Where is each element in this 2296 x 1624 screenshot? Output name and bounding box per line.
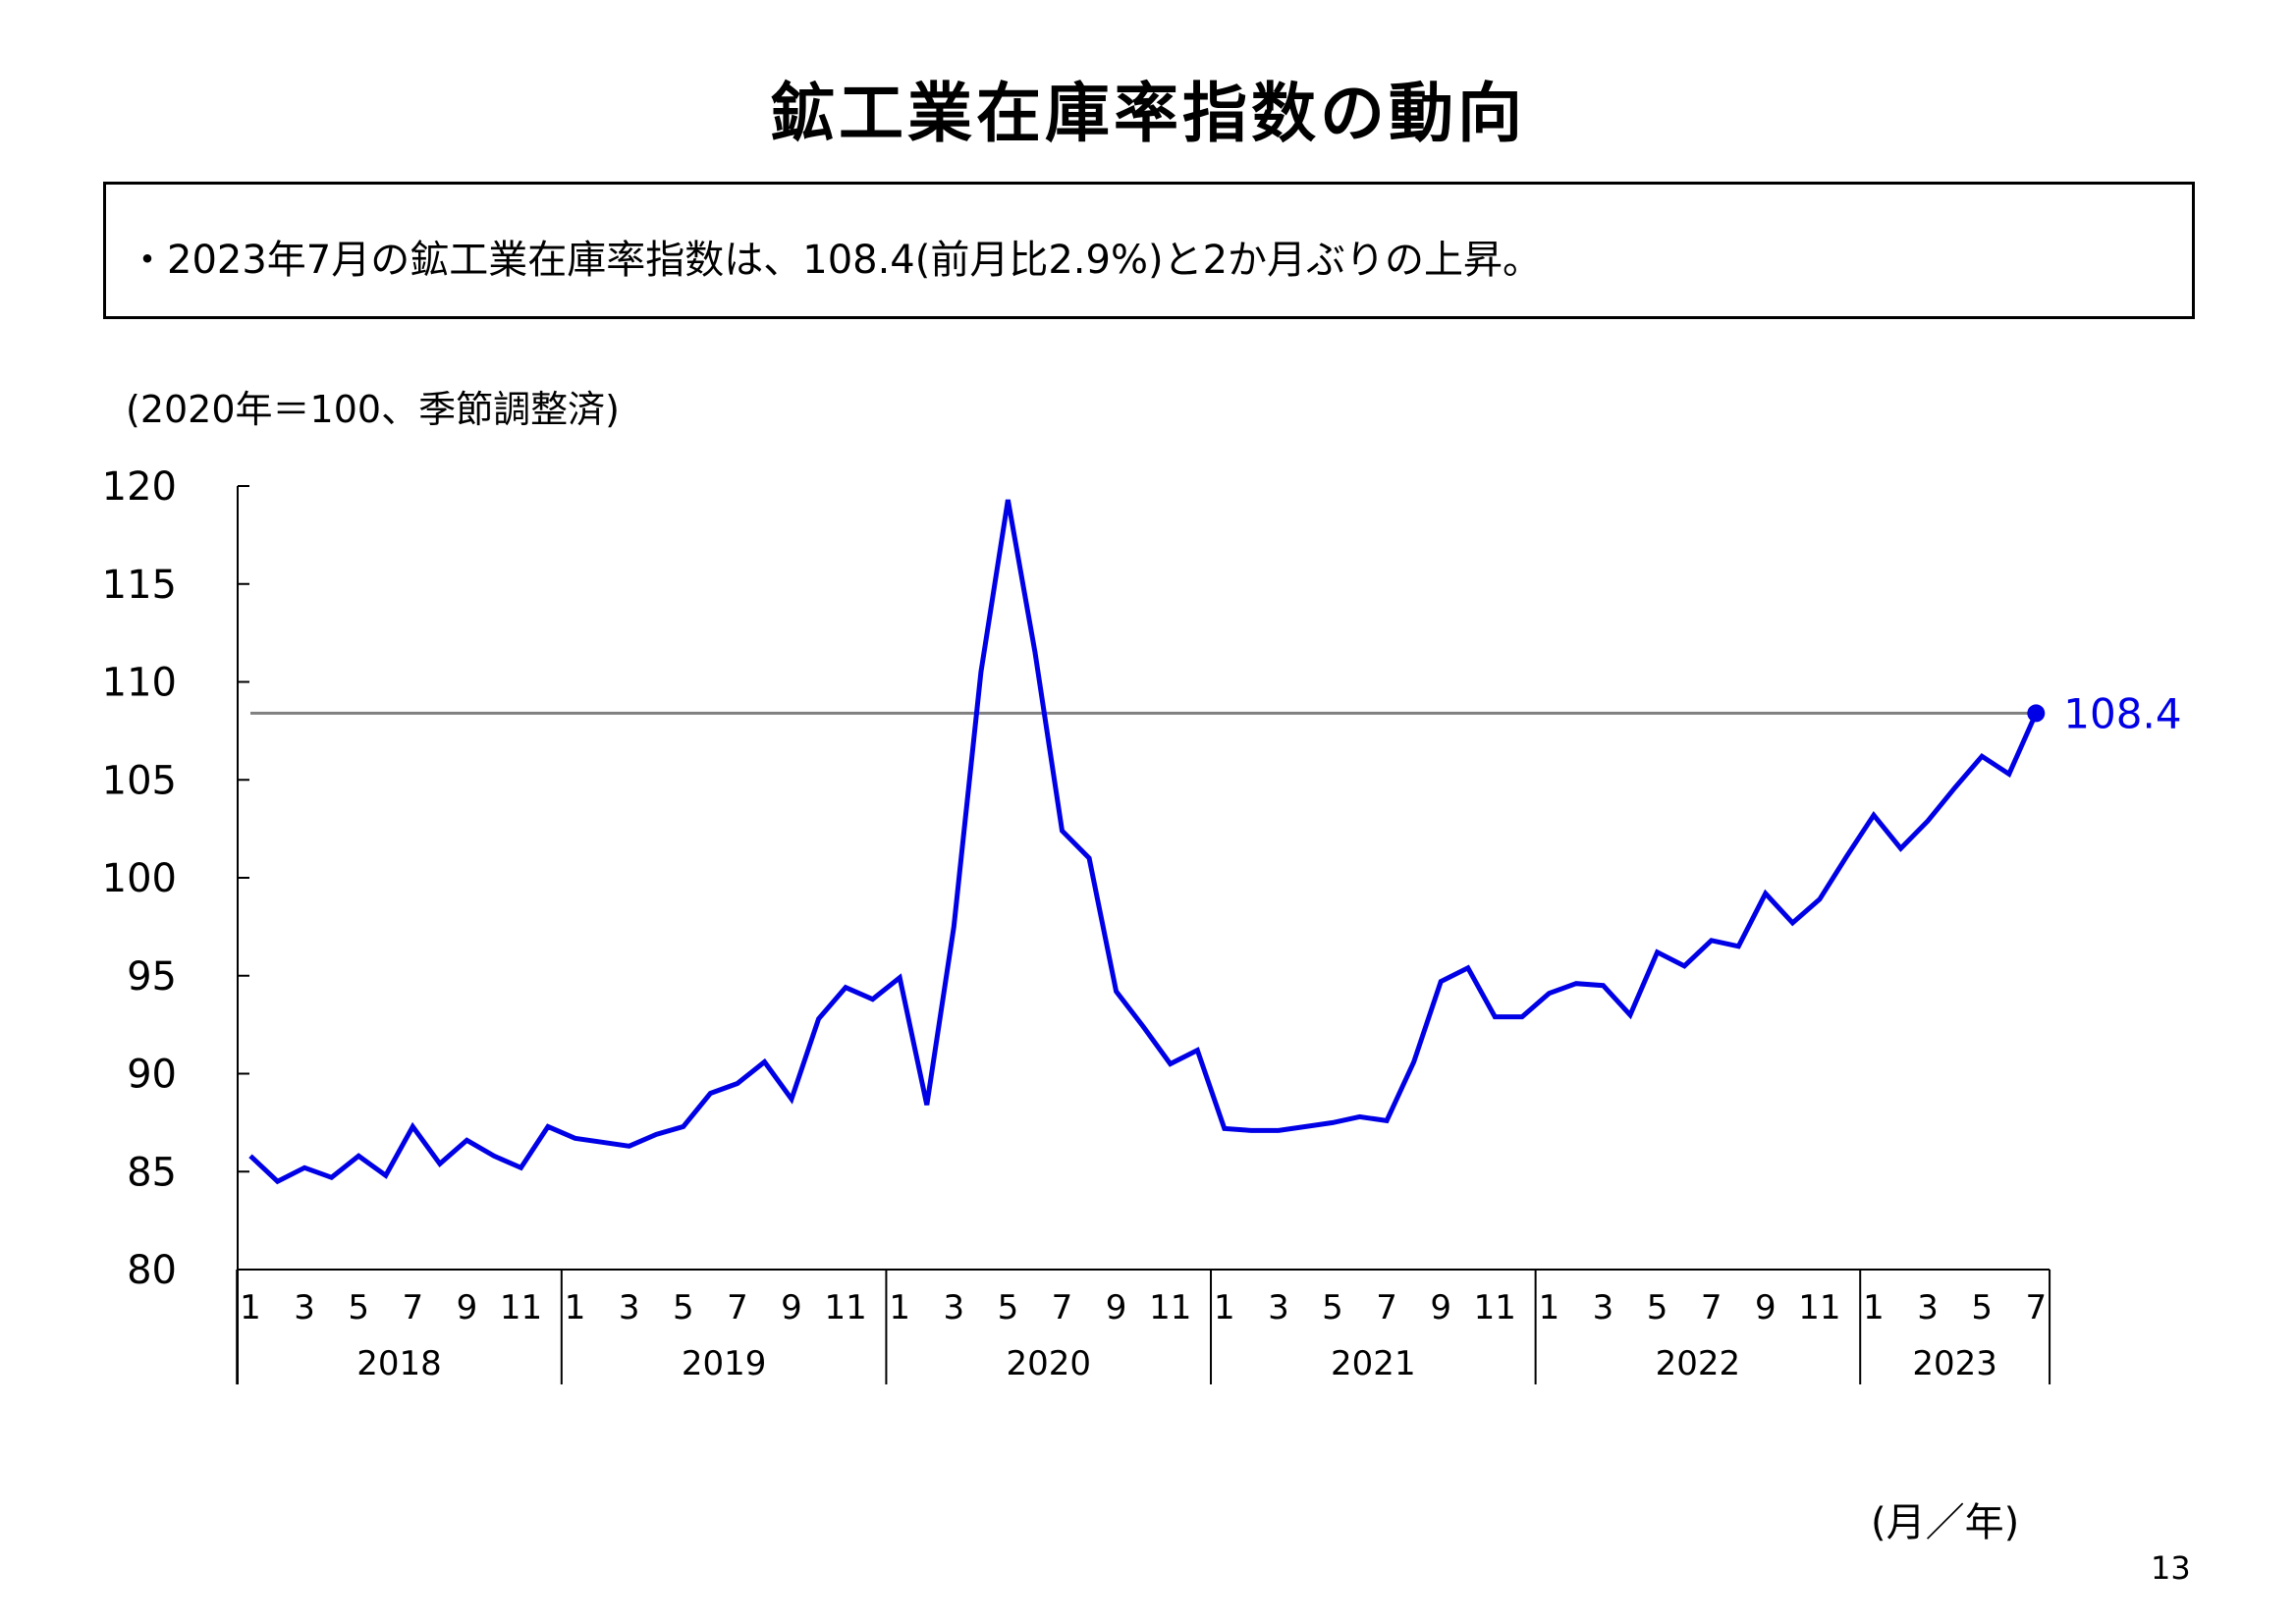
x-month-label: 1 [1863,1288,1885,1327]
x-month-label: 1 [565,1288,586,1327]
x-month-label: 11 [824,1288,866,1327]
x-month-label: 9 [1755,1288,1777,1327]
last-value-label: 108.4 [2063,689,2181,737]
x-month-label: 5 [673,1288,694,1327]
x-month-label: 5 [1647,1288,1668,1327]
summary-text: ・2023年7月の鉱工業在庫率指数は、108.4(前月比2.9%)と2か月ぶりの… [128,238,1543,283]
x-month-label: 9 [1430,1288,1451,1327]
summary-box: ・2023年7月の鉱工業在庫率指数は、108.4(前月比2.9%)と2か月ぶりの… [103,182,2195,319]
x-month-label: 3 [1917,1288,1939,1327]
page-number: 13 [2151,1549,2191,1587]
x-month-label: 7 [1701,1288,1722,1327]
y-tick-label: 120 [102,464,177,510]
x-month-label: 7 [1052,1288,1073,1327]
y-tick-label: 80 [127,1248,177,1293]
x-month-label: 7 [2025,1288,2047,1327]
x-month-label: 5 [998,1288,1019,1327]
last-point-marker [2027,704,2046,723]
x-year-label: 2020 [1006,1344,1091,1383]
x-month-label: 11 [1474,1288,1516,1327]
x-month-label: 3 [943,1288,964,1327]
x-month-label: 3 [294,1288,315,1327]
x-month-label: 7 [727,1288,748,1327]
page-title: 鉱工業在庫率指数の動向 [770,76,1526,151]
x-month-label: 9 [1106,1288,1127,1327]
x-year-label: 2023 [1912,1344,1997,1383]
y-tick-label: 105 [102,758,177,803]
x-month-label: 7 [1376,1288,1397,1327]
x-month-label: 5 [1322,1288,1343,1327]
y-tick-label: 100 [102,856,177,901]
y-tick-label: 115 [102,563,177,608]
x-month-label: 1 [240,1288,261,1327]
x-month-label: 3 [1268,1288,1289,1327]
x-month-label: 5 [1971,1288,1993,1327]
x-axis-unit: (月／年) [1871,1500,2020,1545]
y-tick-label: 85 [127,1150,177,1195]
x-year-label: 2021 [1331,1344,1416,1383]
x-year-label: 2022 [1656,1344,1741,1383]
x-month-label: 5 [348,1288,369,1327]
series-line [248,499,2039,1185]
x-month-label: 7 [402,1288,423,1327]
x-month-label: 1 [1214,1288,1235,1327]
x-month-label: 11 [1798,1288,1840,1327]
y-tick-label: 95 [127,954,177,1000]
x-month-label: 9 [457,1288,478,1327]
x-month-label: 1 [1539,1288,1560,1327]
x-year-label: 2019 [682,1344,767,1383]
x-month-label: 3 [619,1288,640,1327]
x-month-label: 11 [1149,1288,1191,1327]
x-month-label: 11 [500,1288,542,1327]
x-month-label: 3 [1593,1288,1614,1327]
x-month-label: 1 [889,1288,910,1327]
x-month-label: 9 [781,1288,802,1327]
y-tick-label: 90 [127,1053,177,1098]
y-axis-unit-note: (2020年＝100、季節調整済) [126,388,620,431]
y-tick-label: 110 [102,661,177,706]
x-year-label: 2018 [356,1344,442,1383]
